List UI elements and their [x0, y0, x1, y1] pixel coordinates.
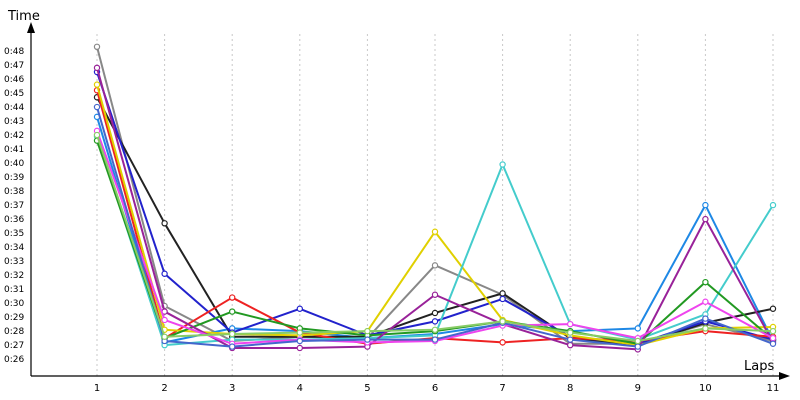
x-tick-labels: 1 2 3 4 5 6 7 8 9 10 11: [94, 383, 780, 394]
data-point: [567, 336, 574, 343]
data-point: [499, 295, 506, 303]
data-point: [93, 81, 101, 88]
y-tick-label: 0:38: [4, 187, 24, 197]
data-point: [228, 308, 236, 315]
x-tick-label: 3: [229, 383, 235, 394]
y-tick-label: 0:29: [4, 313, 24, 323]
data-point: [296, 329, 303, 336]
series-9: [93, 64, 777, 353]
y-tick-label: 0:47: [4, 61, 24, 71]
data-point: [431, 326, 439, 333]
data-point: [702, 215, 709, 223]
data-point: [228, 294, 236, 301]
y-tick-label: 0:30: [4, 299, 24, 309]
series-5: [93, 87, 777, 347]
y-tick-label: 0:44: [4, 103, 24, 113]
data-point: [634, 325, 642, 332]
y-tick-label: 0:37: [4, 201, 24, 211]
series-3: [93, 94, 777, 349]
y-axis-arrow-icon: [27, 22, 35, 33]
data-point: [161, 316, 168, 324]
x-tick-label: 4: [297, 383, 303, 394]
data-point: [364, 327, 371, 335]
data-point: [431, 291, 439, 298]
data-point: [161, 333, 168, 340]
y-tick-label: 0:45: [4, 89, 24, 99]
y-tick-label: 0:36: [4, 215, 24, 225]
y-tick-label: 0:34: [4, 243, 24, 253]
data-point: [93, 43, 101, 51]
data-point: [634, 343, 642, 350]
y-axis-title: Time: [7, 9, 40, 24]
x-axis-arrow-icon: [779, 372, 790, 380]
y-tick-label: 0:46: [4, 75, 24, 85]
data-point: [93, 131, 101, 139]
x-tick-label: 5: [364, 383, 370, 394]
x-tick-label: 2: [161, 383, 167, 394]
x-tick-label: 7: [499, 383, 505, 394]
data-point: [228, 343, 236, 350]
data-point: [431, 336, 439, 343]
x-axis-title: Laps: [744, 359, 774, 374]
data-point: [161, 220, 168, 227]
data-point: [364, 336, 371, 343]
data-point: [769, 305, 777, 312]
data-point: [634, 337, 642, 345]
data-point: [702, 201, 709, 209]
x-tick-label: 1: [94, 383, 100, 394]
data-point: [93, 103, 101, 111]
data-point: [769, 340, 777, 347]
y-tick-label: 0:41: [4, 145, 24, 155]
y-tick-label: 0:42: [4, 131, 24, 141]
y-tick-label: 0:27: [4, 341, 24, 351]
data-point: [93, 64, 101, 72]
y-tick-label: 0:31: [4, 285, 24, 295]
y-tick-label: 0:48: [4, 47, 24, 57]
data-point: [567, 320, 574, 328]
series-lines: [93, 43, 777, 353]
data-point: [702, 298, 709, 305]
y-tick-label: 0:32: [4, 271, 24, 281]
data-point: [161, 270, 168, 277]
data-point: [769, 334, 777, 342]
data-point: [567, 341, 574, 349]
data-point: [702, 325, 709, 332]
data-point: [499, 339, 506, 346]
data-point: [431, 309, 439, 317]
y-tick-label: 0:35: [4, 229, 24, 239]
y-tick-label: 0:39: [4, 173, 24, 183]
data-point: [769, 327, 777, 335]
data-point: [228, 330, 236, 338]
data-point: [567, 329, 574, 336]
axes: Time Laps: [7, 9, 790, 380]
x-tick-label: 8: [567, 383, 573, 394]
y-tick-label: 0:40: [4, 159, 24, 169]
data-point: [702, 278, 709, 286]
y-tick-label: 0:26: [4, 355, 24, 365]
data-point: [431, 262, 439, 269]
data-point: [769, 201, 777, 209]
data-point: [296, 344, 303, 352]
y-tick-label: 0:33: [4, 257, 24, 267]
data-point: [499, 290, 506, 297]
data-point: [431, 228, 439, 235]
data-point: [499, 318, 506, 325]
x-tick-label: 11: [767, 383, 780, 394]
series-12: [93, 131, 777, 345]
y-tick-label: 0:43: [4, 117, 24, 127]
data-point: [499, 161, 506, 168]
data-point: [431, 318, 439, 325]
x-tick-label: 10: [699, 383, 712, 394]
y-tick-label: 0:28: [4, 327, 24, 337]
x-tick-label: 9: [635, 383, 641, 394]
data-point: [702, 315, 709, 322]
data-point: [296, 337, 303, 345]
series-line: [96, 71, 774, 345]
x-tick-label: 6: [432, 383, 438, 394]
y-tick-labels: 0:26 0:27 0:28 0:29 0:30 0:31 0:32 0:33 0:34 0:35…: [4, 47, 24, 365]
data-point: [296, 305, 303, 312]
